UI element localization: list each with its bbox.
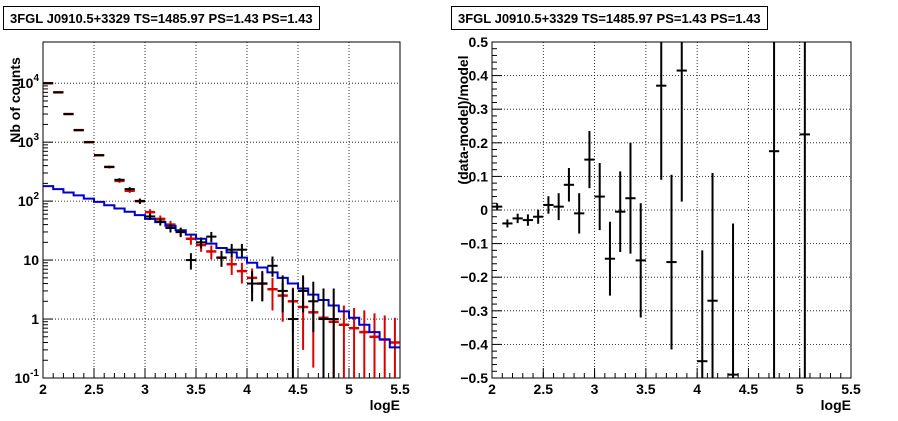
x-tick-label: 2 [39,381,47,397]
x-tick-label: 4 [243,381,251,397]
y-tick-label: 102 [18,191,40,209]
x-tick-label: 2.5 [84,381,104,397]
y-tick-label: −0.1 [460,236,488,252]
x-tick-label: 3 [141,381,149,397]
right-chart-title: 3FGL J0910.5+3329 TS=1485.97 PS=1.43 PS=… [451,6,768,30]
left-xlabel: logE [370,397,400,413]
y-tick-label: 1 [31,311,39,327]
y-tick-label: 0.1 [469,168,489,184]
y-tick-label: −0.4 [460,336,488,352]
x-tick-label: 4.5 [739,381,759,397]
y-tick-label: 10-1 [15,368,40,386]
y-tick-label: 0.2 [469,135,489,151]
y-tick-label: 0.3 [469,101,489,117]
right-ylabel: (data-model)/model [455,55,471,184]
right-xlabel: logE [821,397,851,413]
left-chart-title: 3FGL J0910.5+3329 TS=1485.97 PS=1.43 PS=… [3,6,320,30]
x-tick-label: 5.5 [841,381,861,397]
x-tick-label: 2.5 [534,381,554,397]
model-source-line [43,185,400,349]
x-tick-label: 4.5 [288,381,308,397]
y-tick-label: −0.5 [460,370,488,386]
y-tick-label: 0.5 [469,34,489,50]
right-plot: 2 2.5 3 3.5 4 4.5 5 5.5 −0.5 −0.4 −0.3 −0.2 −0.1 0 0.1… [460,34,861,397]
plot-frame [42,41,401,379]
x-tick-label: 5 [796,381,804,397]
x-tick-label: 2 [488,381,496,397]
x-tick-label: 5.5 [390,381,410,397]
x-tick-label: 3.5 [636,381,656,397]
y-tick-label: −0.2 [460,269,488,285]
y-tick-label: 0 [480,202,488,218]
x-tick-label: 3.5 [186,381,206,397]
x-tick-label: 4 [693,381,701,397]
x-tick-label: 5 [345,381,353,397]
x-tick-label: 3 [591,381,599,397]
y-tick-label: 0.4 [469,68,489,84]
left-ylabel: Nb of counts [7,57,23,143]
y-tick-label: −0.3 [460,303,488,319]
y-tick-label: 10 [23,252,39,268]
